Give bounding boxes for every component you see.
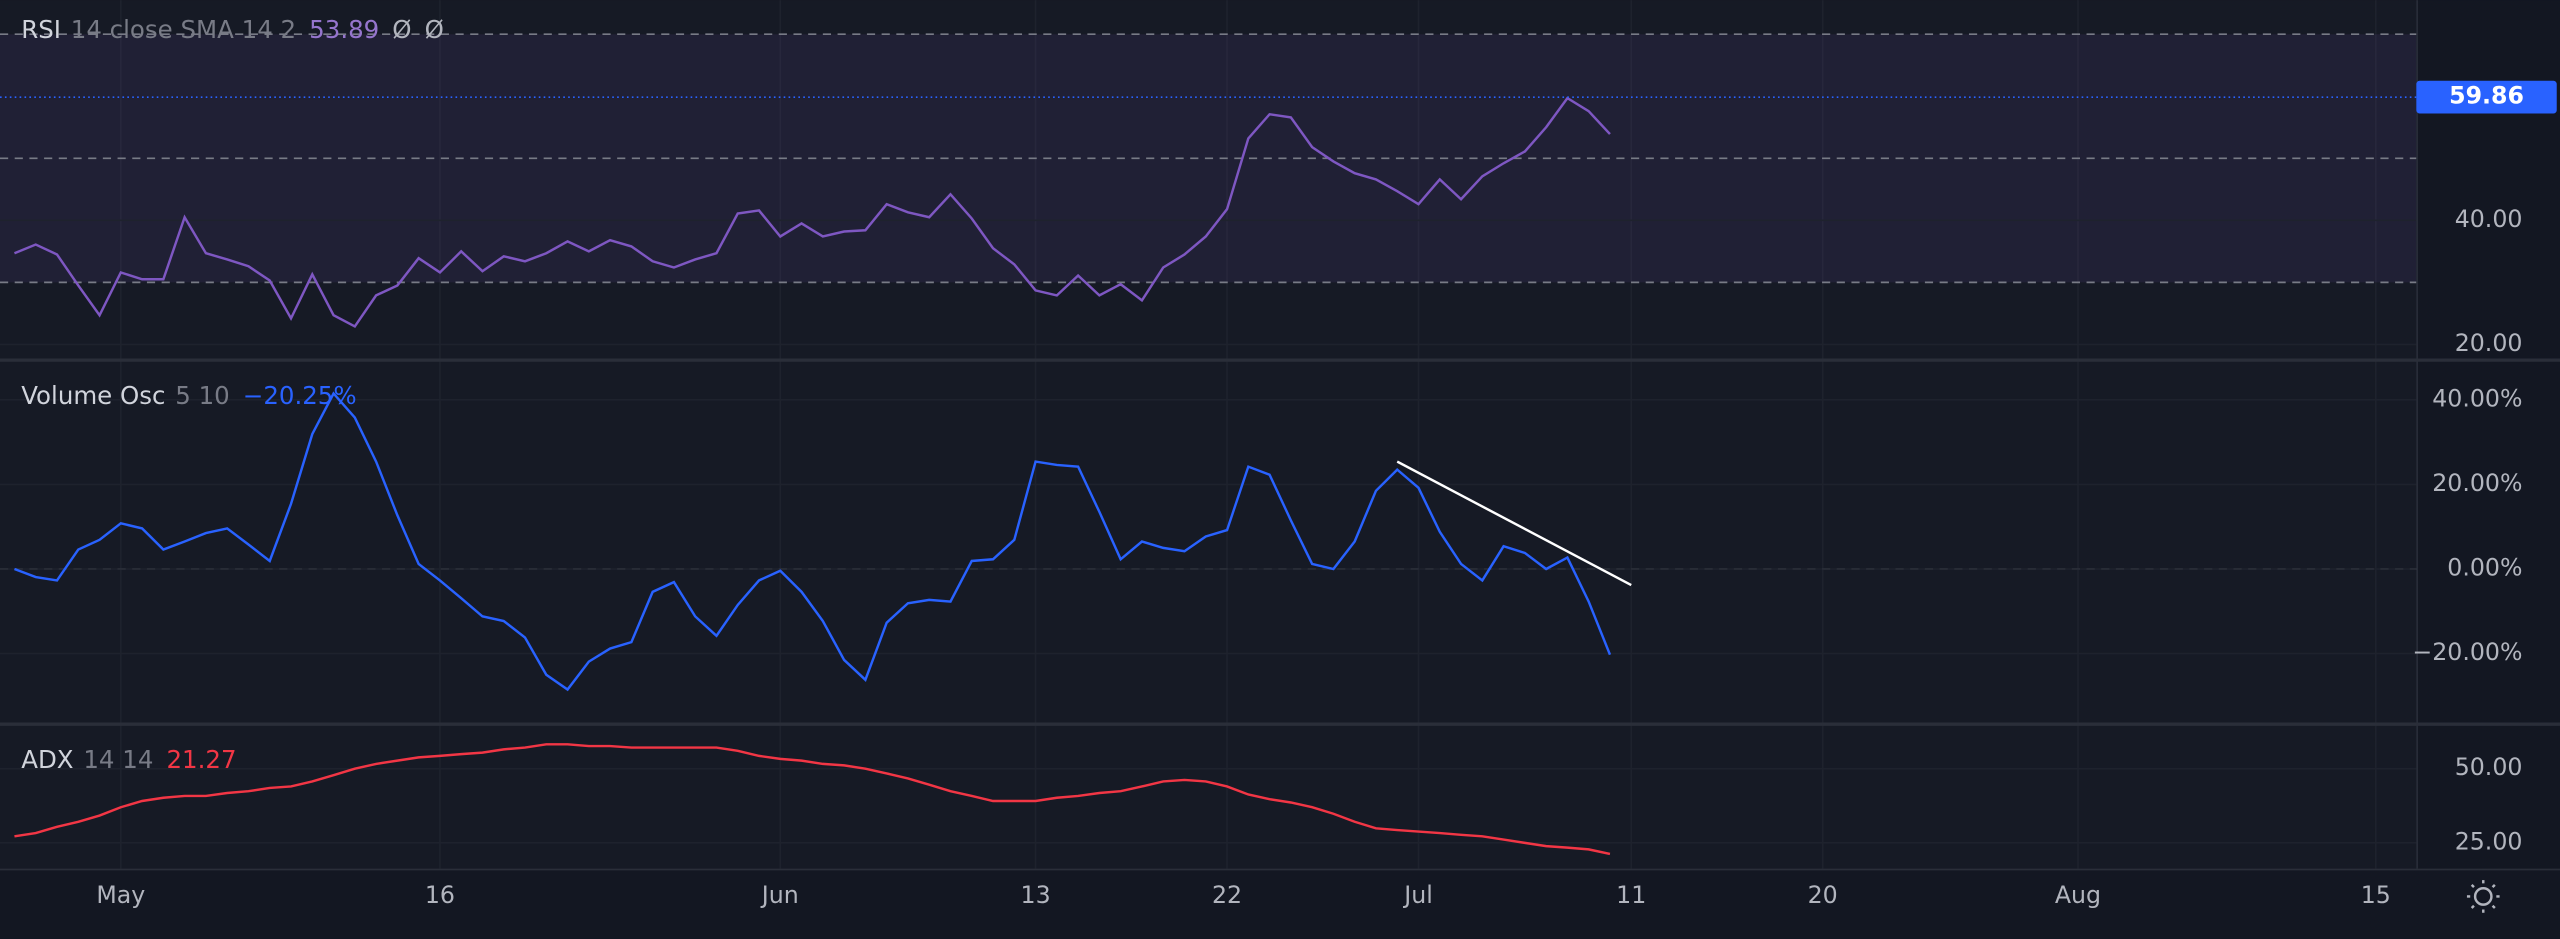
y-tick-label: 20.00 [2455,329,2523,357]
y-tick-label: 0.00% [2447,554,2522,582]
x-tick-label: Jul [1402,881,1433,909]
y-tick-label: −20.00% [2412,638,2522,666]
indicator-name: Volume Osc [21,381,165,410]
x-tick-label: Jun [760,881,799,909]
grid-layer [0,33,2417,570]
y-tick-label: 40.00 [2455,205,2523,233]
indicator-value: Ø [392,15,411,44]
x-tick-label: 20 [1808,881,1838,909]
price-badge [2416,80,2557,114]
indicator-name: RSI [21,15,61,44]
series-line [14,391,1612,692]
pane-header: ADX 14 14 21.27 [21,745,236,774]
indicator-params: 5 10 [175,381,229,410]
trendline [1396,460,1632,587]
pane-header: Volume Osc 5 10 −20.25% [21,381,356,410]
x-tick-label: 15 [2361,881,2391,909]
indicator-value: 21.27 [166,745,236,774]
indicator-value: Ø [425,15,444,44]
indicator-value: −20.25% [243,381,357,410]
x-tick-label: May [96,881,145,909]
indicator-params: 14 14 [83,745,153,774]
indicator-name: ADX [21,745,73,774]
x-tick-label: 22 [1212,881,1242,909]
y-tick-label: 40.00% [2432,384,2522,412]
series-line [13,96,1611,329]
pane-header: RSI 14 close SMA 14 2 53.89 Ø Ø [21,15,444,44]
x-tick-label: Aug [2055,881,2101,909]
y-tick-label: 20.00% [2432,469,2522,497]
settings-icon[interactable] [2466,880,2500,913]
y-tick-label: 50.00 [2455,753,2523,781]
x-tick-label: 11 [1616,881,1646,909]
y-tick-label: 25.00 [2455,827,2523,855]
series-line [14,743,1611,856]
mark-layer [0,96,2417,856]
indicator-value: 53.89 [309,15,379,44]
price-badge-label: 59.86 [2449,82,2524,110]
indicator-params: 14 close SMA 14 2 [71,15,296,44]
x-tick-label: 13 [1021,881,1051,909]
x-tick-label: 16 [425,881,455,909]
